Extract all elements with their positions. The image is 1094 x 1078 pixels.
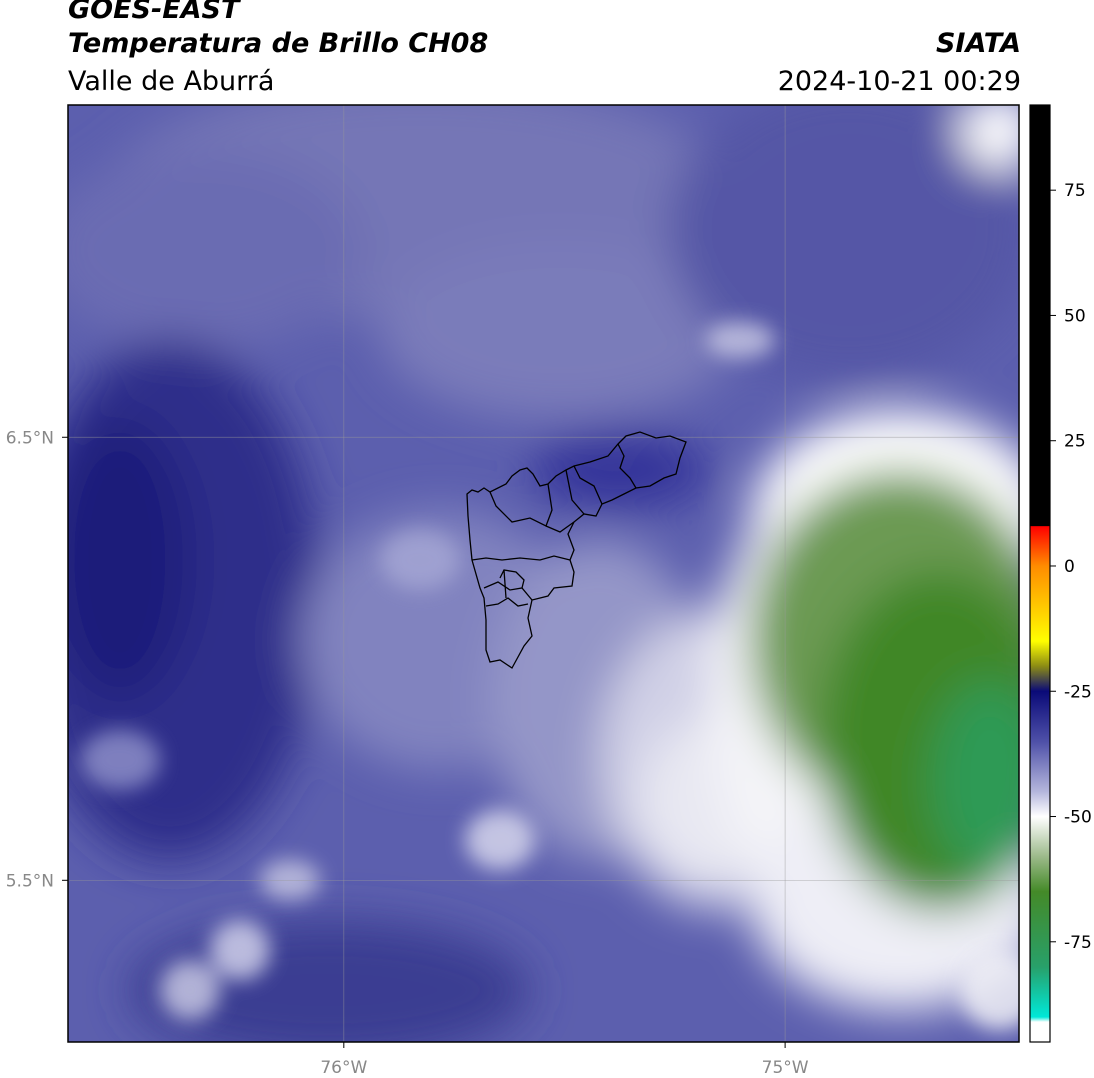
region-label: Valle de Aburrá — [68, 66, 275, 97]
graticule — [68, 105, 1019, 1042]
colorbar: 75 50 25 0 -25 -50 -75 — [1029, 104, 1092, 1043]
colorbar-frame — [1029, 104, 1051, 1043]
colorbar-tick-label: 50 — [1064, 306, 1086, 326]
product-title: Temperatura de Brillo CH08 — [68, 28, 489, 59]
colorbar-tick-label: -75 — [1064, 933, 1092, 953]
lon-tick-label: 76°W — [320, 1058, 367, 1078]
lat-tick-label: 6.5°N — [6, 428, 54, 448]
colorbar-tick-label: 0 — [1064, 557, 1075, 577]
lat-tick-label: 5.5°N — [6, 871, 54, 891]
brightness-temperature-field — [68, 105, 1019, 1042]
satellite-title: GOES-EAST — [68, 0, 240, 25]
map-frame — [67, 104, 1020, 1043]
colorbar-tick-label: -50 — [1064, 808, 1092, 828]
colorbar-scale — [1030, 105, 1050, 1042]
colorbar-tick-label: -25 — [1064, 682, 1092, 702]
municipal-boundaries — [466, 431, 687, 669]
organization-label: SIATA — [935, 28, 1021, 59]
timestamp-label: 2024-10-21 00:29 — [777, 66, 1021, 97]
latitude-axis: 6.5°N 5.5°N — [6, 428, 68, 891]
colorbar-tick-label: 75 — [1064, 181, 1086, 201]
lon-tick-label: 75°W — [762, 1058, 809, 1078]
longitude-axis: 76°W 75°W — [320, 1042, 809, 1078]
colorbar-tick-label: 25 — [1064, 432, 1086, 452]
